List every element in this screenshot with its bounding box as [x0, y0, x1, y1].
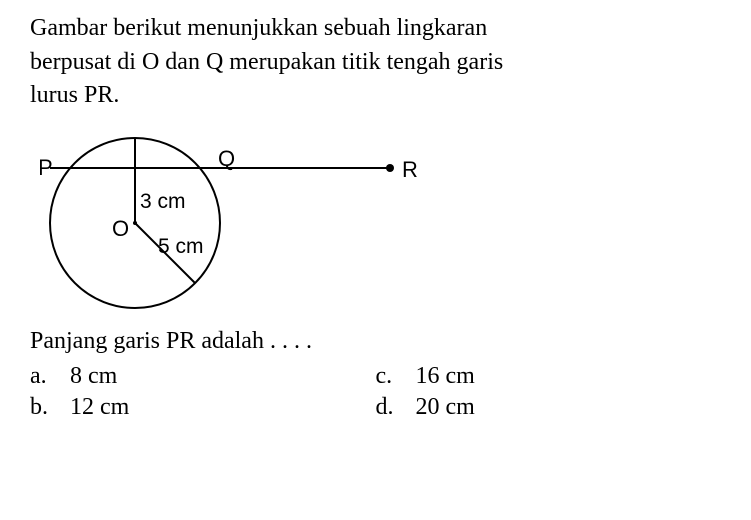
point-o-dot	[133, 221, 137, 225]
option-d: d. 20 cm	[376, 394, 722, 421]
label-r: R	[402, 157, 418, 182]
option-c: c. 16 cm	[376, 363, 722, 390]
point-r-dot	[386, 164, 394, 172]
option-a-letter: a.	[30, 363, 70, 390]
option-b: b. 12 cm	[30, 394, 376, 421]
question-text: Gambar berikut menunjukkan sebuah lingka…	[30, 12, 721, 113]
label-o: O	[112, 216, 129, 241]
options-right-column: c. 16 cm d. 20 cm	[376, 363, 722, 425]
option-b-letter: b.	[30, 394, 70, 421]
option-c-letter: c.	[376, 363, 416, 390]
question-line-3: lurus PR.	[30, 82, 119, 108]
prompt-text: Panjang garis PR adalah . . . .	[30, 328, 721, 355]
label-q: Q	[218, 146, 235, 171]
option-a-value: 8 cm	[70, 363, 376, 390]
diagram-svg: P Q R O 3 cm 5 cm	[40, 123, 440, 323]
question-line-1: Gambar berikut menunjukkan sebuah lingka…	[30, 15, 487, 41]
option-d-letter: d.	[376, 394, 416, 421]
options-left-column: a. 8 cm b. 12 cm	[30, 363, 376, 425]
geometry-diagram: P Q R O 3 cm 5 cm	[40, 123, 440, 323]
option-c-value: 16 cm	[416, 363, 722, 390]
option-a: a. 8 cm	[30, 363, 376, 390]
label-p: P	[40, 155, 53, 180]
answer-options: a. 8 cm b. 12 cm c. 16 cm d. 20 cm	[30, 363, 721, 425]
option-d-value: 20 cm	[416, 394, 722, 421]
label-5cm: 5 cm	[158, 235, 204, 258]
option-b-value: 12 cm	[70, 394, 376, 421]
label-3cm: 3 cm	[140, 190, 186, 213]
question-line-2: berpusat di O dan Q merupakan titik teng…	[30, 49, 503, 75]
